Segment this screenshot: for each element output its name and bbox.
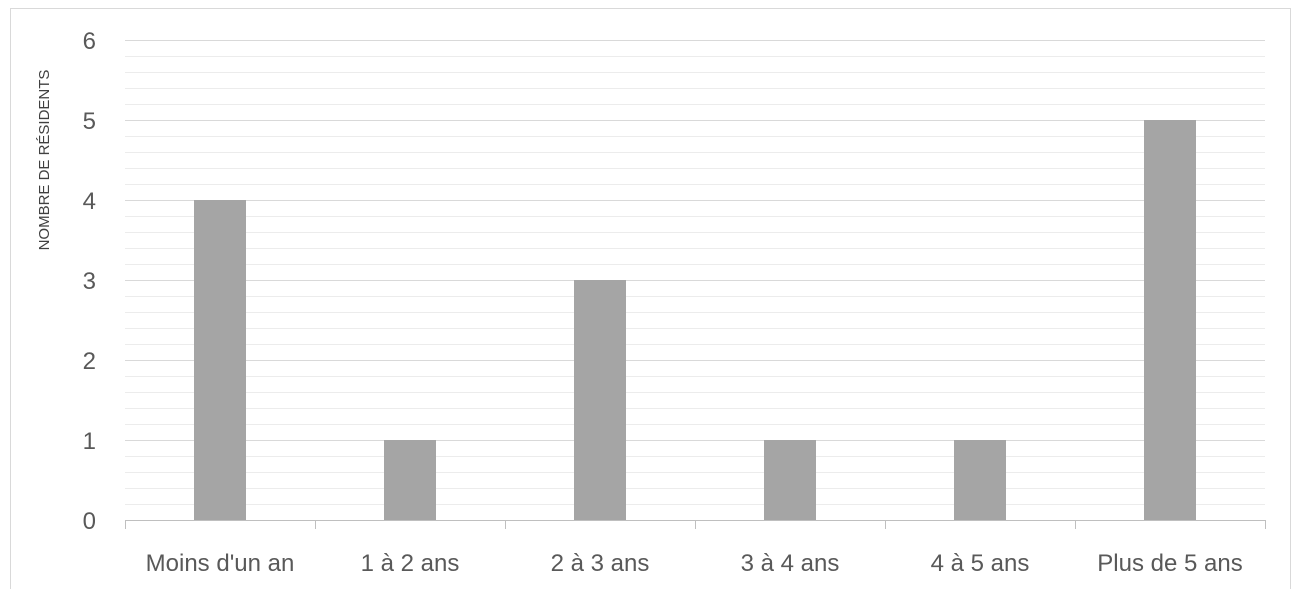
x-tick-label: 2 à 3 ans [551,550,650,577]
y-tick-label: 4 [83,188,96,215]
y-axis-title: NOMBRE DE RÉSIDENTS [36,70,53,251]
y-tick-label: 0 [83,508,96,535]
y-tick-label: 3 [83,268,96,295]
bar [764,440,816,520]
bar [194,200,246,520]
bar [1144,120,1196,520]
x-tick-labels: Moins d'un an 1 à 2 ans 2 à 3 ans 3 à 4 ans… [146,550,1243,577]
bar [954,440,1006,520]
y-tick-label: 1 [83,428,96,455]
x-tick-label: 1 à 2 ans [361,550,460,577]
y-tick-label: 2 [83,348,96,375]
y-tick-label: 6 [83,28,96,55]
major-gridlines [125,40,1265,441]
bar [384,440,436,520]
minor-gridlines [125,56,1265,505]
y-tick-label: 5 [83,108,96,135]
chart-frame [10,8,1291,589]
bar [574,280,626,520]
bars [194,120,1196,520]
x-tick-label: Plus de 5 ans [1097,550,1242,577]
x-tick-label: 3 à 4 ans [741,550,840,577]
x-axis [125,520,1266,529]
x-tick-label: Moins d'un an [146,550,295,577]
y-tick-labels: 0 1 2 3 4 5 6 [83,28,96,535]
x-tick-label: 4 à 5 ans [931,550,1030,577]
